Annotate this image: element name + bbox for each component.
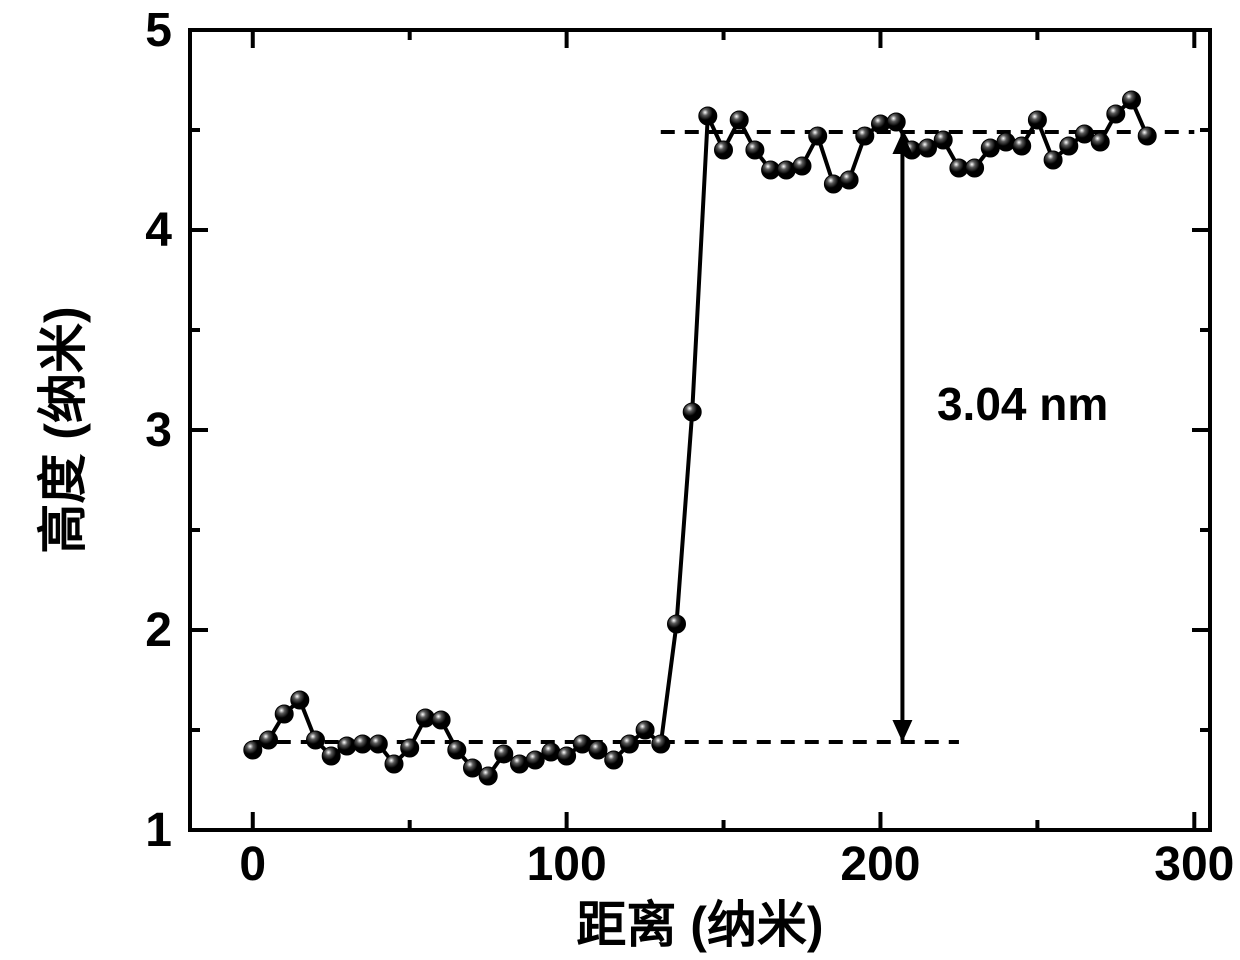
data-marker <box>1107 105 1125 123</box>
data-marker <box>1076 125 1094 143</box>
y-axis-label: 高度 (纳米) <box>35 306 91 553</box>
data-marker <box>369 735 387 753</box>
data-marker <box>1091 133 1109 151</box>
data-marker <box>244 741 262 759</box>
data-marker <box>464 759 482 777</box>
data-marker <box>1028 111 1046 129</box>
data-marker <box>275 705 293 723</box>
x-tick-label: 300 <box>1154 838 1234 891</box>
data-marker <box>668 615 686 633</box>
data-marker <box>746 141 764 159</box>
data-marker <box>1060 137 1078 155</box>
data-marker <box>338 737 356 755</box>
data-marker <box>385 755 403 773</box>
data-marker <box>605 751 623 769</box>
data-marker <box>683 403 701 421</box>
data-marker <box>432 711 450 729</box>
data-marker <box>934 131 952 149</box>
y-tick-label: 1 <box>145 804 172 857</box>
data-marker <box>919 139 937 157</box>
data-marker <box>526 751 544 769</box>
data-marker <box>322 747 340 765</box>
data-marker <box>495 745 513 763</box>
data-marker <box>542 743 560 761</box>
data-marker <box>307 731 325 749</box>
data-marker <box>809 127 827 145</box>
data-marker <box>652 735 670 753</box>
data-marker <box>1123 91 1141 109</box>
data-marker <box>793 157 811 175</box>
data-marker <box>856 127 874 145</box>
x-tick-label: 0 <box>239 838 266 891</box>
data-marker <box>715 141 733 159</box>
data-marker <box>558 747 576 765</box>
data-marker <box>824 175 842 193</box>
data-marker <box>511 755 529 773</box>
data-marker <box>416 709 434 727</box>
y-tick-label: 2 <box>145 604 172 657</box>
data-marker <box>1138 127 1156 145</box>
y-tick-label: 4 <box>145 204 172 257</box>
data-marker <box>589 741 607 759</box>
data-marker <box>887 113 905 131</box>
y-tick-label: 5 <box>145 4 172 57</box>
data-marker <box>699 107 717 125</box>
data-marker <box>260 731 278 749</box>
data-marker <box>1044 151 1062 169</box>
data-marker <box>636 721 654 739</box>
data-marker <box>401 739 419 757</box>
data-marker <box>448 741 466 759</box>
data-marker <box>872 115 890 133</box>
data-marker <box>291 691 309 709</box>
data-marker <box>840 171 858 189</box>
data-marker <box>730 111 748 129</box>
data-marker <box>479 767 497 785</box>
x-axis-label: 距离 (纳米) <box>576 897 823 953</box>
data-marker <box>1013 137 1031 155</box>
dimension-label: 3.04 nm <box>937 378 1108 430</box>
height-profile-chart: 0 100 200 300 距离 (纳米) 1 2 3 4 5 高度 (纳米) 3.04 nm <box>0 0 1240 960</box>
data-marker <box>966 159 984 177</box>
x-tick-label: 100 <box>527 838 607 891</box>
data-marker <box>997 133 1015 151</box>
data-marker <box>620 735 638 753</box>
x-tick-label: 200 <box>840 838 920 891</box>
data-marker <box>777 161 795 179</box>
y-tick-label: 3 <box>145 404 172 457</box>
